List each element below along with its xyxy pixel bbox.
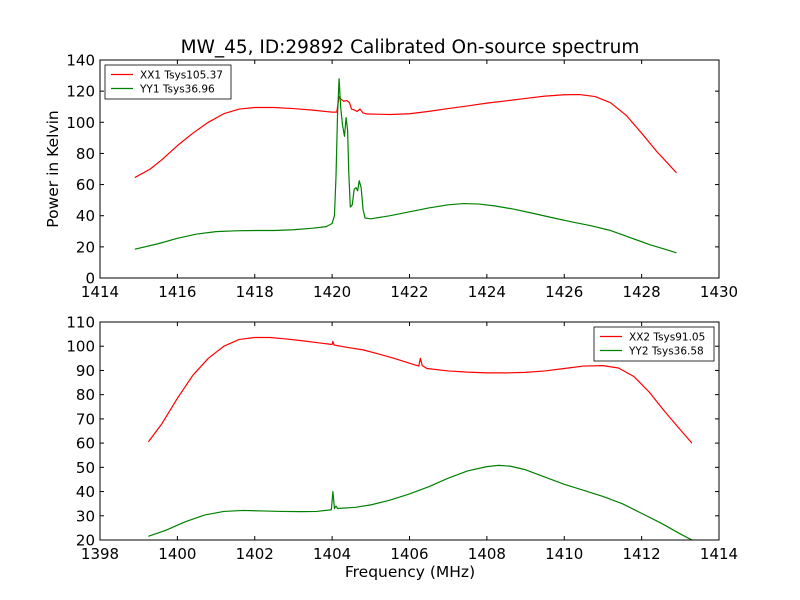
y-tick-label: 70 (76, 410, 95, 428)
chart-title: MW_45, ID:29892 Calibrated On-source spe… (181, 37, 640, 58)
legend: XX1 Tsys105.37 YY1 Tsys36.96 (104, 64, 232, 100)
legend-box (104, 64, 232, 100)
plot-panel: 1414 1416 1418 1420 1422 1424 1426 1428 1430 0 20 4… (66, 52, 738, 302)
x-tick-label: 1398 (81, 545, 119, 563)
x-tick-label: 1422 (390, 283, 428, 301)
y-tick-label: 140 (66, 52, 95, 70)
x-tick-label: 1410 (545, 545, 583, 563)
x-tick-label: 1416 (158, 283, 196, 301)
y-tick-label: 80 (76, 386, 95, 404)
x-tick-label: 1420 (313, 283, 351, 301)
legend-entry: XX2 Tsys91.05 (629, 332, 705, 344)
legend-entry: YY1 Tsys36.96 (139, 84, 215, 96)
x-tick-label: 1408 (468, 545, 506, 563)
plot-panels: 1414 1416 1418 1420 1422 1424 1426 1428 1430 0 20 4… (66, 52, 738, 564)
series-line-yy (148, 464, 693, 540)
series-line-xx (134, 93, 677, 179)
y-tick-label: 110 (66, 314, 95, 332)
x-tick-label: 1418 (236, 283, 274, 301)
series-line-yy (134, 78, 677, 254)
plot-panel: 1398 1400 1402 1404 1406 1408 1410 1412 1414 20 30… (66, 314, 738, 564)
y-tick-label: 40 (76, 207, 95, 225)
legend-entry: YY2 Tsys36.58 (628, 346, 704, 358)
x-tick-label: 1412 (623, 545, 661, 563)
x-axis-label: Frequency (MHz) (345, 563, 475, 581)
y-tick-label: 20 (76, 238, 95, 256)
series-line-xx (147, 336, 693, 444)
x-tick-label: 1406 (390, 545, 428, 563)
x-tick-label: 1402 (236, 545, 274, 563)
x-tick-label: 1400 (158, 545, 196, 563)
y-tick-label: 100 (66, 114, 95, 132)
y-tick-label: 80 (76, 145, 95, 163)
legend: XX2 Tsys91.05 YY2 Tsys36.58 (593, 326, 715, 362)
y-tick-label: 0 (85, 270, 95, 288)
legend-box (593, 326, 715, 362)
y-tick-label: 50 (76, 459, 95, 477)
y-tick-label: 90 (76, 362, 95, 380)
y-tick-label: 100 (66, 338, 95, 356)
x-tick-label: 1428 (623, 283, 661, 301)
y-tick-label: 20 (76, 532, 95, 550)
y-axis-label: Power in Kelvin (44, 110, 62, 227)
y-tick-label: 40 (76, 483, 95, 501)
x-tick-label: 1424 (468, 283, 506, 301)
y-tick-label: 60 (76, 176, 95, 194)
y-tick-label: 60 (76, 435, 95, 453)
y-tick-label: 120 (66, 83, 95, 101)
x-tick-label: 1414 (700, 545, 738, 563)
x-tick-label: 1404 (313, 545, 351, 563)
y-tick-label: 30 (76, 507, 95, 525)
legend-entry: XX1 Tsys105.37 (140, 70, 223, 82)
x-tick-label: 1426 (545, 283, 583, 301)
x-tick-label: 1430 (700, 283, 738, 301)
x-tick-label: 1414 (81, 283, 119, 301)
